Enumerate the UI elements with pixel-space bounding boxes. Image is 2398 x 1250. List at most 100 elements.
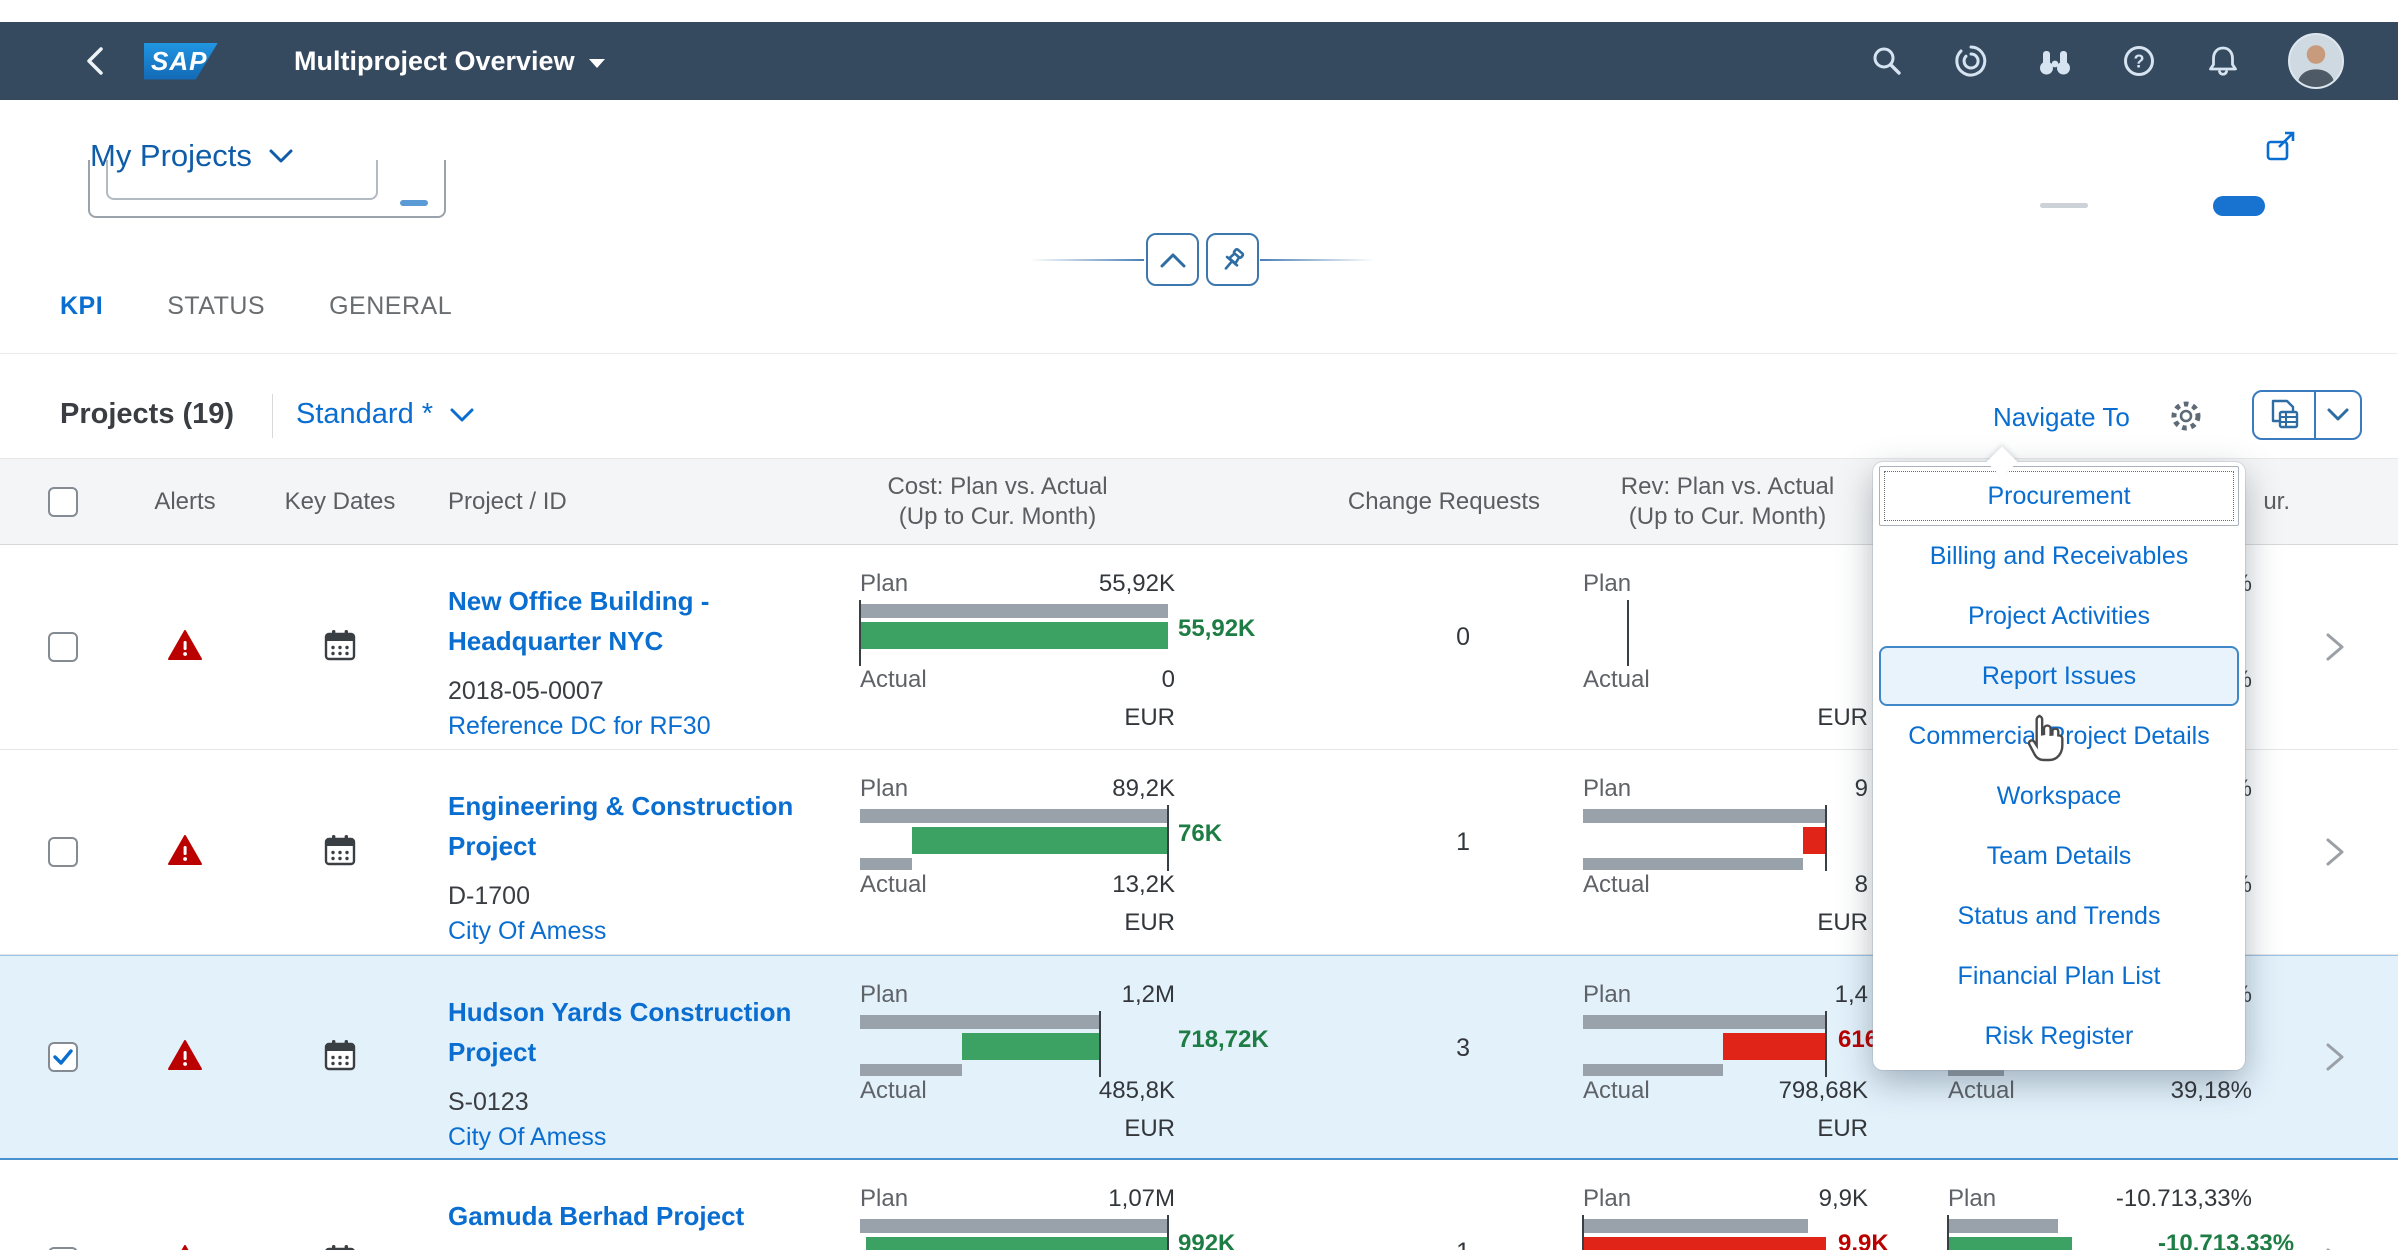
change-requests-value: 0 xyxy=(1456,623,1470,651)
export-spreadsheet-button[interactable] xyxy=(2254,392,2316,438)
kpi-value: 992K xyxy=(1178,1230,1236,1250)
change-requests-value: 3 xyxy=(1456,1034,1470,1062)
currency-label: EUR xyxy=(1124,704,1175,731)
cost-bars xyxy=(860,1215,1169,1250)
filter-field-remnant[interactable] xyxy=(88,160,446,218)
menu-item-report-issues[interactable]: Report Issues xyxy=(1879,646,2239,706)
plan-bar xyxy=(860,604,1168,618)
binoculars-icon[interactable] xyxy=(2036,42,2074,80)
pin-header-button[interactable] xyxy=(1206,233,1259,286)
table-row[interactable]: Gamuda Berhad ProjectPlan1,07M992KActual… xyxy=(0,1160,2398,1250)
plan-value: -10.713,33% xyxy=(2115,1185,2252,1212)
menu-item-procurement[interactable]: Procurement xyxy=(1879,466,2239,526)
value-bar xyxy=(1803,827,1826,854)
row-checkbox[interactable] xyxy=(48,1042,78,1072)
project-customer-link[interactable]: City Of Amess xyxy=(448,917,607,945)
actual-bar xyxy=(860,1064,962,1076)
actual-value: 13,2K xyxy=(1112,871,1175,898)
key-dates-calendar-icon xyxy=(322,1242,358,1250)
view-chevron-icon xyxy=(450,408,474,421)
currency-label: EUR xyxy=(1124,1115,1175,1142)
actual-value: 39,18% xyxy=(2170,1077,2252,1104)
table-settings-gear-icon[interactable] xyxy=(2164,394,2208,438)
key-dates-calendar-icon xyxy=(322,627,358,668)
help-icon[interactable]: ? xyxy=(2120,42,2158,80)
menu-item-billing-and-receivables[interactable]: Billing and Receivables xyxy=(1929,541,2189,570)
project-link[interactable]: Hudson Yards Construction Project xyxy=(448,997,792,1067)
app-title[interactable]: Multiproject Overview xyxy=(294,46,607,77)
plan-value: 9,9K xyxy=(1818,1185,1868,1212)
value-bar xyxy=(1948,1237,2072,1250)
view-selector[interactable]: Standard * xyxy=(296,398,475,431)
page-title[interactable]: My Projects xyxy=(90,138,294,174)
shell-actions: ? xyxy=(1868,22,2344,100)
cost-bars xyxy=(859,600,1168,666)
project-customer-link[interactable]: City Of Amess xyxy=(448,1123,607,1151)
export-options-chevron[interactable] xyxy=(2316,392,2360,438)
row-checkbox[interactable] xyxy=(48,632,78,662)
menu-item-risk-register[interactable]: Risk Register xyxy=(1984,1021,2134,1050)
plan-label: Plan xyxy=(860,981,909,1008)
menu-item-status-and-trends[interactable]: Status and Trends xyxy=(1957,901,2161,930)
back-icon[interactable] xyxy=(78,43,114,79)
adapt-filters-remnant xyxy=(2040,203,2088,208)
plan-bar xyxy=(1583,809,1826,823)
tab-general[interactable]: GENERAL xyxy=(329,292,453,320)
go-button-remnant[interactable] xyxy=(2213,196,2265,216)
cost-chart: Plan 1,2M 718,72K Actual 485,8K EUR xyxy=(840,956,1269,1158)
value-bar xyxy=(866,1237,1168,1250)
row-detail-chevron-icon[interactable] xyxy=(2310,1160,2398,1250)
menu-item-team-details[interactable]: Team Details xyxy=(1986,841,2132,870)
actual-label: Actual xyxy=(860,1077,927,1104)
tab-status[interactable]: STATUS xyxy=(167,292,266,320)
menu-item-workspace[interactable]: Workspace xyxy=(1996,781,2122,810)
actual-bar xyxy=(1583,1064,1723,1076)
tab-kpi[interactable]: KPI xyxy=(60,292,104,320)
row-detail-chevron-icon[interactable] xyxy=(2310,750,2398,954)
plan-value: 9 xyxy=(1854,775,1868,802)
chart-axis xyxy=(1099,1011,1102,1077)
pin-icon xyxy=(1224,247,1244,270)
actual-label: Actual xyxy=(1948,1077,2015,1104)
plan-label: Plan xyxy=(1583,775,1632,802)
project-id: D-1700 xyxy=(448,882,530,910)
value-bar xyxy=(860,622,1168,649)
title-dropdown-icon xyxy=(588,58,605,68)
notifications-bell-icon[interactable] xyxy=(2204,42,2242,80)
copilot-icon[interactable] xyxy=(1952,42,1990,80)
row-checkbox[interactable] xyxy=(48,837,78,867)
menu-item-project-activities[interactable]: Project Activities xyxy=(1967,601,2150,630)
collapse-header-button[interactable] xyxy=(1146,233,1199,286)
project-link[interactable]: New Office Building - Headquarter NYC xyxy=(448,586,710,656)
column-header-alerts: Alerts xyxy=(154,487,216,515)
change-requests-value: 1 xyxy=(1456,828,1470,856)
row-detail-chevron-icon[interactable] xyxy=(2310,956,2398,1158)
chart-axis xyxy=(1824,805,1827,871)
share-icon[interactable] xyxy=(2262,128,2300,166)
sap-logo[interactable]: SAP xyxy=(144,42,218,80)
plan-label: Plan xyxy=(1583,981,1632,1008)
search-icon[interactable] xyxy=(1868,42,1906,80)
header-divider-line xyxy=(1030,259,1144,261)
chevron-up-icon xyxy=(1160,253,1185,267)
actual-label: Actual xyxy=(860,666,927,693)
chart-axis xyxy=(1582,1215,1584,1250)
select-all-checkbox[interactable] xyxy=(48,486,78,517)
column-header-cost: Cost: Plan vs. Actual (Up to Cur. Month) xyxy=(887,472,1108,530)
navigate-to-button[interactable]: Navigate To xyxy=(1993,402,2130,432)
project-customer-link[interactable]: Reference DC for RF30 xyxy=(448,712,711,740)
menu-item-financial-plan-list[interactable]: Financial Plan List xyxy=(1957,961,2161,990)
chart-axis xyxy=(1167,1215,1169,1250)
navigate-to-menu: Procurement Billing and Receivables Projec… xyxy=(1873,462,2245,1070)
plan-value: 89,2K xyxy=(1112,775,1175,802)
plan-value: 1,4 xyxy=(1834,981,1868,1008)
user-avatar[interactable] xyxy=(2288,33,2344,89)
rev-bars xyxy=(1583,805,1833,871)
row-detail-chevron-icon[interactable] xyxy=(2310,545,2398,749)
project-link[interactable]: Engineering & Construction Project xyxy=(448,791,794,861)
kpi-value: 55,92K xyxy=(1178,615,1256,642)
cost-bars xyxy=(860,1011,1168,1077)
plan-label: Plan xyxy=(1948,1185,1997,1212)
project-link[interactable]: Gamuda Berhad Project xyxy=(448,1201,745,1231)
